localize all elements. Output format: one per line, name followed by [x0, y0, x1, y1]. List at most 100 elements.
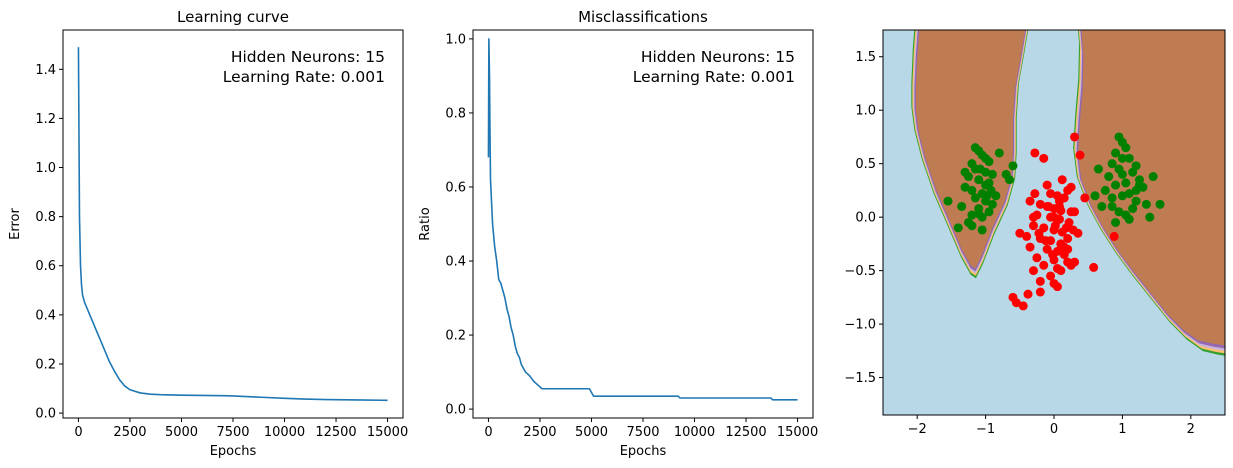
right-class-region: [1077, 30, 1225, 346]
scatter-point: [970, 193, 980, 203]
x-tick-label: 5000: [165, 425, 198, 440]
scatter-point: [1066, 207, 1076, 217]
scatter-point: [967, 185, 977, 195]
misclassifications-panel: 0 2500 5000 7500 10000 12500 15000 0.0 0.2 0.4 0.6…: [418, 8, 818, 459]
scatter-point: [1057, 175, 1067, 185]
scatter-point: [1035, 199, 1045, 209]
x-tick-label: −1: [976, 422, 995, 437]
scatter-point: [967, 221, 977, 231]
scatter-point: [1039, 153, 1049, 163]
scatter-point: [1100, 185, 1110, 195]
scatter-point: [974, 175, 984, 185]
scatter-point: [1114, 207, 1124, 217]
scatter-point: [1049, 212, 1059, 222]
x-tick-label: 12500: [725, 425, 766, 440]
x-tick-label: 2500: [113, 425, 146, 440]
scatter-point: [1046, 271, 1056, 281]
x-axis-label: Epochs: [210, 444, 257, 459]
scatter-point: [1025, 196, 1035, 206]
scatter-point: [1035, 276, 1045, 286]
scatter-point: [1044, 201, 1054, 211]
y-tick-label: 0.8: [445, 106, 466, 121]
y-tick-label: 0.6: [445, 180, 466, 195]
y-tick-label: 0.0: [35, 407, 56, 422]
y-tick-label: 1.0: [855, 104, 876, 119]
y-tick-label: 1.4: [35, 63, 56, 78]
y-tick-label: 0.6: [35, 259, 56, 274]
scatter-point: [1011, 298, 1021, 308]
y-axis-label: Ratio: [418, 207, 433, 240]
panel-title: Learning curve: [177, 8, 289, 26]
scatter-point: [1061, 223, 1071, 233]
x-tick-label: 1: [1118, 422, 1126, 437]
scatter-point: [1141, 199, 1151, 209]
scatter-point: [977, 225, 987, 235]
decision-boundary-panel: −2 −1 0 1 2 −1.5 −1.0 −0.5 0.0 0.5 1.0 1.5: [844, 29, 1226, 437]
y-tick-label: −1.5: [844, 371, 876, 386]
scatter-point: [1056, 239, 1066, 249]
scatter-point: [1063, 234, 1073, 244]
scatter-point: [1041, 236, 1051, 246]
scatter-point: [957, 201, 967, 211]
scatter-point: [1097, 201, 1107, 211]
scatter-point: [1023, 289, 1033, 299]
scatter-point: [1080, 193, 1090, 203]
scatter-point: [994, 148, 1004, 158]
red-points: [1008, 132, 1119, 311]
y-tick-label: 0.0: [445, 403, 466, 418]
x-tick-label: 2500: [523, 425, 556, 440]
y-tick-label: 0.5: [855, 157, 876, 172]
x-tick-label: 5000: [575, 425, 608, 440]
scatter-point: [1028, 212, 1038, 222]
scatter-point: [1111, 180, 1121, 190]
x-tick-label: 15000: [777, 425, 818, 440]
scatter-point: [1028, 266, 1038, 276]
y-tick-label: −0.5: [844, 264, 876, 279]
scatter-point: [1145, 212, 1155, 222]
scatter-point: [1117, 191, 1127, 201]
scatter-point: [1121, 143, 1131, 153]
y-tick-label: 0.2: [445, 329, 466, 344]
scatter-point: [1109, 231, 1119, 241]
annotation-text: Learning Rate: 0.001: [223, 68, 385, 86]
x-tick-label: 0: [74, 425, 82, 440]
annotation-text: Hidden Neurons: 15: [641, 48, 795, 66]
scatter-point: [1124, 189, 1134, 199]
learning-curve-panel: 0 2500 5000 7500 10000 12500 15000 0.0 0.2 0.4 0.6…: [8, 8, 408, 459]
scatter-point: [1050, 221, 1060, 231]
scatter-point: [1066, 182, 1076, 192]
scatter-point: [1107, 193, 1117, 203]
scatter-point: [984, 207, 994, 217]
y-tick-label: 0.0: [855, 211, 876, 226]
scatter-point: [967, 210, 977, 220]
scatter-point: [1042, 180, 1052, 190]
x-axis-label: Epochs: [620, 444, 667, 459]
y-tick-label: 1.0: [35, 161, 56, 176]
scatter-point: [1056, 266, 1066, 276]
scatter-point: [1005, 175, 1015, 185]
x-tick-label: 15000: [367, 425, 408, 440]
scatter-point: [1052, 282, 1062, 292]
x-tick-label: 7500: [216, 425, 249, 440]
scatter-point: [1121, 178, 1131, 188]
scatter-point: [1117, 153, 1127, 163]
scatter-point: [970, 143, 980, 153]
scatter-point: [1124, 214, 1134, 224]
scatter-point: [987, 169, 997, 179]
scatter-point: [1104, 172, 1114, 182]
series-line: [487, 38, 798, 401]
scatter-point: [1008, 161, 1018, 171]
y-tick-label: 0.8: [35, 210, 56, 225]
scatter-point: [1054, 196, 1064, 206]
y-axis-label: Error: [8, 208, 23, 240]
scatter-point: [1063, 257, 1073, 267]
x-tick-label: 12500: [315, 425, 356, 440]
scatter-point: [1128, 167, 1138, 177]
scatter-point: [1155, 199, 1165, 209]
scatter-point: [1032, 253, 1042, 263]
scatter-point: [1046, 189, 1056, 199]
x-tick-label: 7500: [626, 425, 659, 440]
x-tick-label: 10000: [264, 425, 305, 440]
x-tick-label: 0: [1050, 422, 1058, 437]
x-tick-label: 0: [484, 425, 492, 440]
